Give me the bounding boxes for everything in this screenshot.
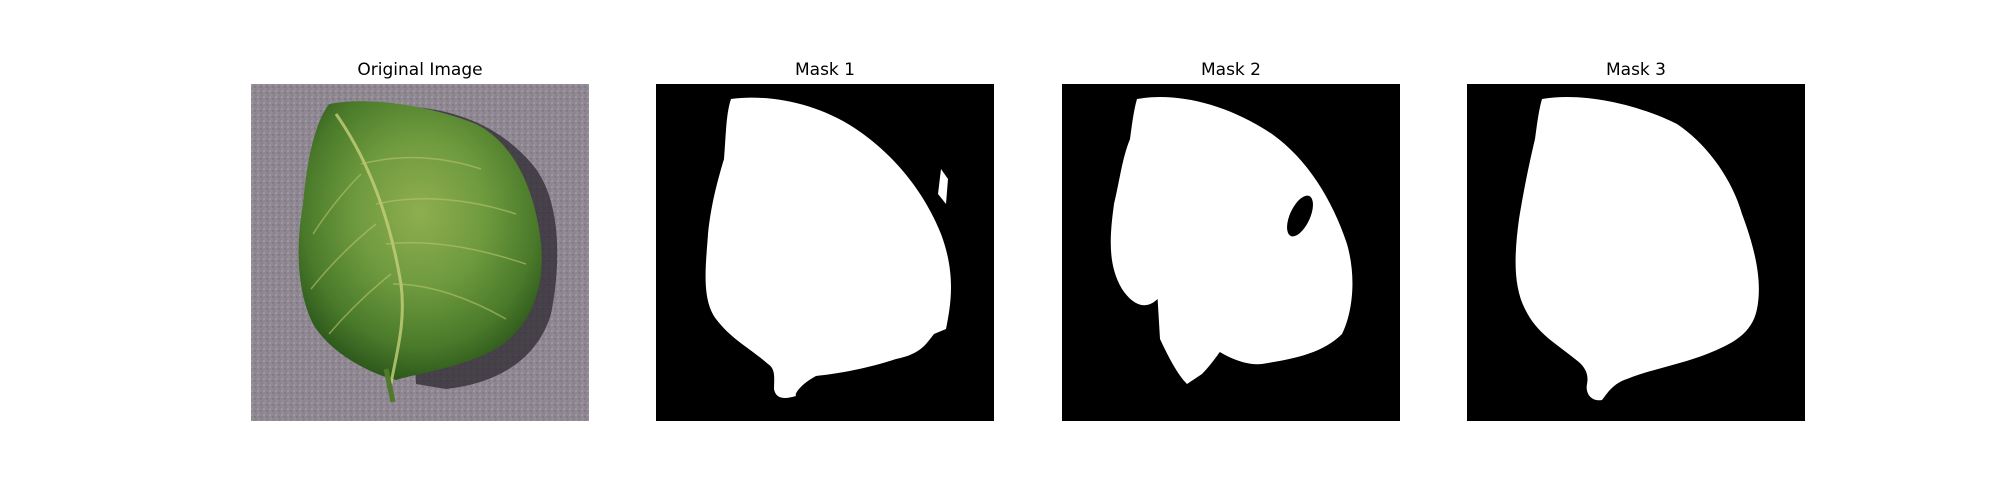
panel-title-original-image: Original Image (357, 60, 483, 80)
panel-title-mask-1: Mask 1 (794, 60, 855, 80)
leaf-veins (310, 156, 527, 335)
panel-title-mask-2: Mask 2 (1200, 60, 1261, 80)
panel-title-mask-3: Mask 3 (1605, 60, 1666, 80)
mask-1-edge-fragment (938, 169, 948, 204)
mask-1-leaf-region (705, 97, 951, 399)
original-leaf-image (251, 84, 589, 421)
mask-2-leaf-region (1110, 97, 1353, 365)
mask-3-image (1467, 84, 1805, 421)
mask-2-lower-fragment (1157, 289, 1232, 384)
leaf-stem (383, 368, 396, 403)
leaf-blade (298, 101, 542, 380)
mask-2-image (1062, 84, 1400, 421)
mask-3-leaf-region (1515, 96, 1759, 401)
mask-2-hole (1287, 195, 1313, 237)
mask-1-image (656, 84, 994, 421)
leaf-midrib (334, 113, 404, 385)
